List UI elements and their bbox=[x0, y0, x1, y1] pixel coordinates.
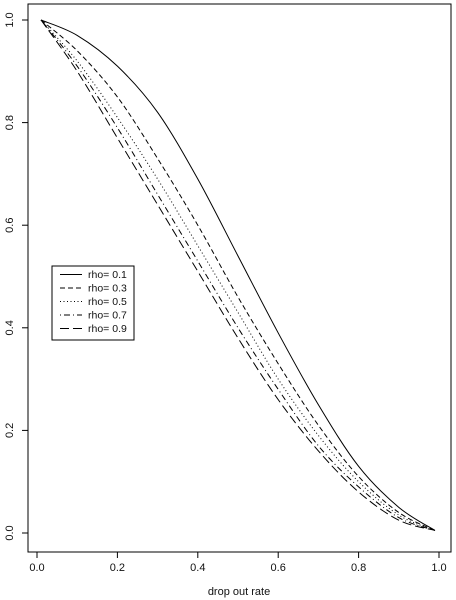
x-tick-label: 0.2 bbox=[110, 562, 125, 574]
x-axis-title: drop out rate bbox=[208, 586, 270, 598]
series-line bbox=[40, 19, 436, 531]
x-tick-label: 0.4 bbox=[190, 562, 205, 574]
y-axis: 0.0 0.2 0.4 0.6 0.8 1.0 bbox=[4, 12, 28, 541]
x-tick-label: 0.6 bbox=[271, 562, 286, 574]
legend-box bbox=[51, 265, 135, 341]
series-group bbox=[40, 19, 436, 531]
legend-label: rho= 0.7 bbox=[88, 310, 127, 322]
legend-label: rho= 0.1 bbox=[88, 269, 127, 281]
x-tick-label: 0.0 bbox=[29, 562, 44, 574]
y-tick-label: 0.6 bbox=[4, 218, 16, 233]
series-line bbox=[40, 19, 436, 531]
plot-frame bbox=[27, 3, 452, 553]
y-tick-label: 0.4 bbox=[4, 320, 16, 335]
x-axis: 0.0 0.2 0.4 0.6 0.8 1.0 bbox=[29, 552, 447, 574]
y-tick-label: 0.2 bbox=[4, 423, 16, 438]
y-tick-label: 0.0 bbox=[4, 525, 16, 540]
x-tick-label: 1.0 bbox=[431, 562, 446, 574]
legend-label: rho= 0.9 bbox=[88, 323, 127, 335]
legend-label: rho= 0.3 bbox=[88, 283, 127, 295]
y-tick-label: 0.8 bbox=[4, 115, 16, 130]
series-line bbox=[40, 19, 436, 531]
series-line bbox=[40, 19, 436, 531]
series-line bbox=[40, 19, 436, 531]
y-tick-label: 1.0 bbox=[4, 12, 16, 27]
legend-label: rho= 0.5 bbox=[88, 296, 127, 308]
x-tick-label: 0.8 bbox=[351, 562, 366, 574]
